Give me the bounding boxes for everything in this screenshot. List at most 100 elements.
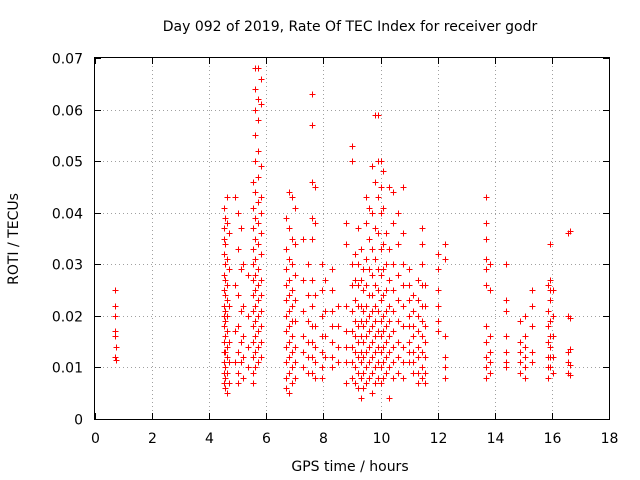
data-point	[283, 375, 290, 382]
data-point	[238, 266, 245, 273]
data-point	[435, 251, 442, 258]
data-point	[352, 364, 359, 371]
data-point	[358, 277, 365, 284]
data-point	[529, 359, 536, 366]
data-point	[378, 246, 385, 253]
data-point	[378, 210, 385, 217]
data-point	[363, 256, 370, 263]
data-point	[390, 344, 397, 351]
data-point	[286, 323, 293, 330]
data-point	[380, 375, 387, 382]
data-point	[305, 318, 312, 325]
data-point	[363, 282, 370, 289]
data-point	[289, 364, 296, 371]
data-point	[410, 349, 417, 356]
data-point	[390, 308, 397, 315]
data-point	[286, 308, 293, 315]
data-point	[252, 318, 259, 325]
data-point	[352, 251, 359, 258]
data-point	[245, 272, 252, 279]
data-point	[400, 344, 407, 351]
data-point	[522, 354, 529, 361]
data-point	[487, 370, 494, 377]
data-point	[435, 328, 442, 335]
data-point	[483, 375, 490, 382]
data-point	[226, 359, 233, 366]
data-point	[383, 323, 390, 330]
data-point	[222, 364, 229, 371]
data-point	[309, 179, 316, 186]
data-point	[232, 282, 239, 289]
data-point	[395, 370, 402, 377]
data-point	[258, 101, 265, 108]
data-point	[335, 359, 342, 366]
data-point	[355, 225, 362, 232]
data-point	[292, 318, 299, 325]
data-point	[252, 303, 259, 310]
data-point	[319, 313, 326, 320]
data-point	[363, 349, 370, 356]
data-point	[286, 339, 293, 346]
data-point	[258, 163, 265, 170]
data-point	[292, 375, 299, 382]
data-point	[547, 297, 554, 304]
data-point	[400, 375, 407, 382]
data-point	[358, 359, 365, 366]
data-point	[221, 251, 228, 258]
data-point	[222, 292, 229, 299]
data-point	[292, 344, 299, 351]
data-point	[329, 266, 336, 273]
data-point	[312, 344, 319, 351]
data-point	[224, 370, 231, 377]
data-point	[305, 292, 312, 299]
data-point	[400, 359, 407, 366]
data-point	[255, 297, 262, 304]
data-point	[252, 364, 259, 371]
data-point	[352, 297, 359, 304]
data-point	[360, 385, 367, 392]
data-point	[380, 266, 387, 273]
data-point	[442, 241, 449, 248]
data-point	[522, 313, 529, 320]
data-point	[250, 292, 257, 299]
data-point	[286, 390, 293, 397]
data-point	[255, 199, 262, 206]
data-point	[410, 333, 417, 340]
data-point	[550, 370, 557, 377]
data-point	[422, 354, 429, 361]
x-tick-label: 12	[430, 431, 448, 447]
data-point	[222, 277, 229, 284]
data-point	[250, 323, 257, 330]
data-point	[390, 189, 397, 196]
data-point	[255, 359, 262, 366]
data-point	[419, 333, 426, 340]
data-point	[550, 313, 557, 320]
data-point	[343, 328, 350, 335]
data-point	[410, 308, 417, 315]
data-point	[319, 349, 326, 356]
data-point	[355, 261, 362, 268]
data-point	[363, 303, 370, 310]
data-point	[390, 359, 397, 366]
data-point	[372, 303, 379, 310]
data-point	[419, 225, 426, 232]
data-point	[309, 91, 316, 98]
data-point	[410, 359, 417, 366]
data-point	[372, 364, 379, 371]
data-point	[349, 328, 356, 335]
data-point	[349, 359, 356, 366]
data-point	[221, 205, 228, 212]
data-point	[545, 375, 552, 382]
data-point	[283, 215, 290, 222]
data-point	[258, 210, 265, 217]
data-point	[322, 333, 329, 340]
data-point	[567, 346, 574, 353]
data-point	[258, 323, 265, 330]
data-point	[386, 277, 393, 284]
data-point	[390, 287, 397, 294]
data-point	[289, 303, 296, 310]
data-point	[283, 297, 290, 304]
data-point	[503, 261, 510, 268]
data-point	[250, 261, 257, 268]
data-point	[252, 349, 259, 356]
